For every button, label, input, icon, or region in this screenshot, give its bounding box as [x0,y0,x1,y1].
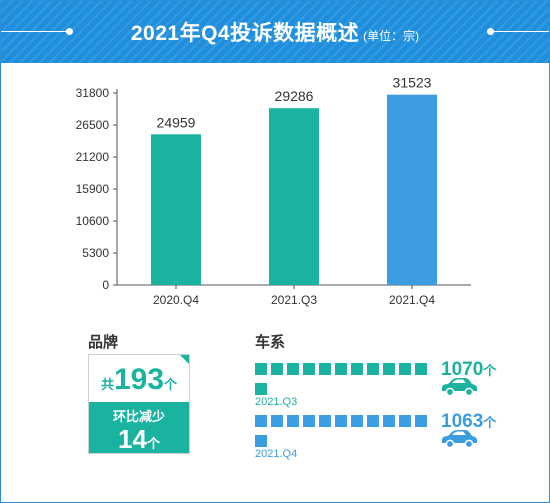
card-corner-mark [180,355,189,364]
brand-change-unit: 个 [146,436,160,451]
series-square [351,363,363,375]
brand-change: 14个 [89,425,189,458]
y-tick-label: 5300 [82,246,109,260]
y-tick-label: 26500 [76,118,110,132]
complaints-bar-chart: 0 5300 10600 15900 21200 26500 31800 24959 2020.… [76,75,471,307]
data-label: 31523 [393,75,432,91]
series-square [255,363,267,375]
data-label: 29286 [275,88,314,104]
series-square [367,415,379,427]
series-square [319,415,331,427]
series-square [415,363,427,375]
brand-total-prefix: 共 [100,377,114,392]
series-square [255,415,267,427]
series-count-value: 1070 [441,359,484,380]
y-tick-label: 15900 [76,182,110,196]
series-square [319,363,331,375]
series-count-unit: 个 [483,363,497,378]
y-tick-label: 10600 [76,214,110,228]
series-square [399,363,411,375]
y-tick-label: 0 [102,278,109,292]
series-square [271,415,283,427]
series-square [351,415,363,427]
brand-change-value: 14 [118,424,147,454]
car-icon [439,376,479,403]
series-square [287,415,299,427]
series-square [287,363,299,375]
brand-change-label: 环比减少 [112,409,165,424]
series-square [271,363,283,375]
series-square [367,363,379,375]
y-tick-label: 21200 [76,150,110,164]
data-label: 24959 [157,114,196,130]
bar-2020.Q4 [151,134,201,285]
bar-2021.Q3 [269,108,319,285]
brand-change-panel: 环比减少 14个 [89,402,189,453]
series-square [335,363,347,375]
series-section-title: 车系 [255,334,286,351]
car-icon [439,428,479,455]
series-square [255,383,267,395]
series-period-label: 2021.Q4 [255,448,298,460]
brand-total-value: 193 [113,363,165,396]
header-left-line [1,31,67,32]
header-right-dot [487,28,494,35]
brand-total: 共193个 [89,363,189,397]
series-square [399,415,411,427]
header-banner: 2021年Q4投诉数据概述 (单位：宗) [1,1,549,63]
series-square [303,415,315,427]
x-tick-label: 2021.Q4 [389,293,435,307]
bar-2021.Q4 [387,94,437,285]
series-square [383,415,395,427]
series-square [303,363,315,375]
series-square [335,415,347,427]
series-period-label: 2021.Q3 [255,396,298,408]
series-square [255,435,267,447]
header-right-line [491,31,549,32]
title-unit: (单位：宗) [363,29,420,43]
x-tick-label: 2020.Q4 [153,293,199,307]
series-count-unit: 个 [483,415,497,430]
x-tick-label: 2021.Q3 [271,293,317,307]
y-tick-label: 31800 [76,86,110,100]
series-count-value: 1063 [441,411,484,432]
series-count: 1063个 [441,411,496,433]
title-text: 2021年Q4投诉数据概述 [130,22,360,45]
series-count: 1070个 [441,359,496,381]
brand-total-unit: 个 [164,377,178,392]
brand-section-title: 品牌 [88,334,119,351]
series-square [415,415,427,427]
header-left-dot [66,28,73,35]
brand-count-card: 共193个 环比减少 14个 [88,354,190,454]
page-title: 2021年Q4投诉数据概述 (单位：宗) [1,17,549,47]
series-square [383,363,395,375]
